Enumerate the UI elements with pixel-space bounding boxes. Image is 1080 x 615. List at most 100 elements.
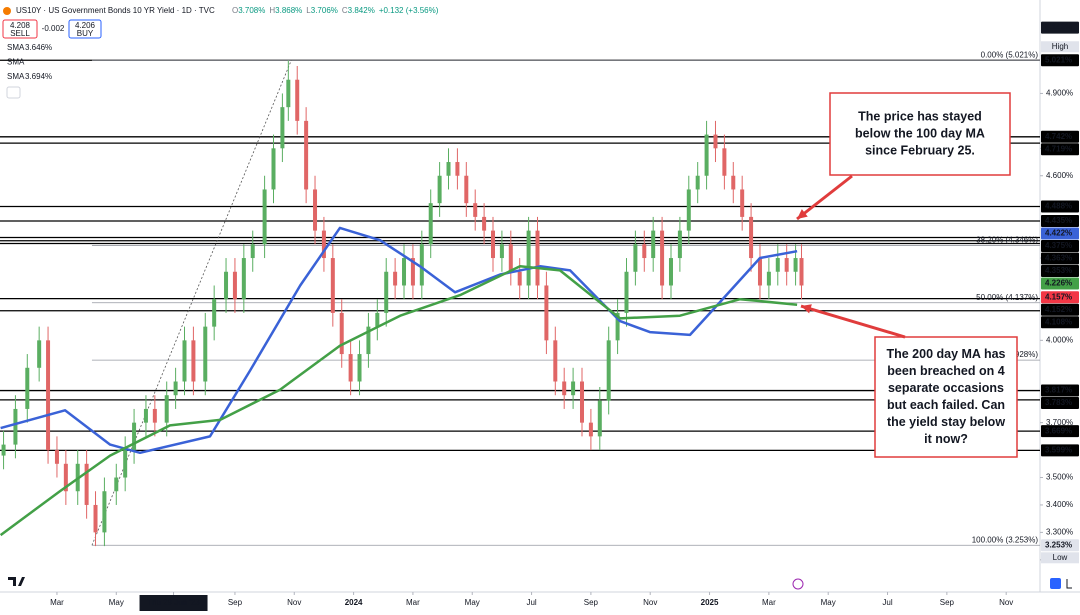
candle-body [677,230,682,259]
instrument-title: US10Y · US Government Bonds 10 YR Yield … [16,6,215,15]
candle-body [46,340,51,451]
y-tick-label: 3.300% [1046,527,1073,536]
ohlc-key: C [342,6,348,15]
candle-body [437,175,442,204]
candle-body [535,230,540,286]
candle-body [375,312,380,327]
candle-body [482,216,487,231]
candle-body [313,189,318,231]
candle-body [757,258,762,286]
annotation-text: below the 100 day MA [855,126,985,140]
log-scale-button [1066,579,1072,589]
x-tick-label: Thu 29 Jun '23 [147,598,200,607]
candle-body [384,271,389,313]
candle-body [766,271,771,286]
candle-body [13,408,18,445]
annotation-text: The 200 day MA has [886,347,1005,361]
annotation-text: been breached on 4 [887,364,1004,378]
candle-body [775,258,780,272]
arrow-head [797,209,808,219]
candle-body [410,258,415,286]
candle-body [633,244,638,272]
x-tick-label: Sep [228,598,243,607]
candle-body [280,107,285,149]
price-tag-label: 3.599% [1045,445,1072,454]
candle-body [54,450,59,464]
price-tag [1041,227,1079,240]
candle-body [544,285,549,341]
candle-body [262,189,267,245]
x-tick-label: Nov [287,598,301,607]
candle-body [740,189,745,217]
price-tag-label: 3.253% [1045,540,1072,549]
candle-body [722,148,727,176]
y-tick-label: 3.500% [1046,473,1073,482]
candle-body [562,381,567,396]
price-tag-label: 3.669% [1045,426,1072,435]
candle-body [624,271,629,313]
price-tag [1041,215,1079,228]
candle-body [491,230,496,259]
candle-body [295,79,300,121]
price-tag [1041,384,1079,397]
annotation-text: it now? [924,432,968,446]
candle-body [37,340,42,368]
candle-body [393,271,398,286]
candle-body [84,463,89,505]
annotation-text: but each failed. Can [887,398,1005,412]
candle-body [203,326,208,382]
buy-button [68,19,102,39]
candle-body [1,444,6,456]
ohlc-values: O3.708% H3.868% L3.706% C3.842% +0.132 (+3.5… [232,6,439,15]
candle-body [713,134,718,149]
price-tag-label: 4.375% [1045,241,1072,250]
candle-body [428,203,433,245]
candle-body [571,381,576,396]
legend-name: SMA [7,72,25,81]
candle-body [143,408,148,423]
candle-body [651,230,656,259]
candle-body [232,271,237,300]
price-tag [1041,277,1079,290]
price-tag-label: 3.817% [1045,386,1072,395]
candle-body [63,463,68,492]
x-tick-label: Sep [584,598,599,607]
candle-body [731,175,736,190]
price-tag-label: 4.422% [1045,229,1072,238]
sma-line [0,265,798,537]
price-tag-label: 4.363% [1045,254,1072,263]
candle-body [749,216,754,259]
price-tag [1041,316,1079,329]
arrow-head [801,304,812,314]
candle-body [419,244,424,286]
price-tag [1041,291,1079,304]
symbol-icon [3,7,11,15]
candle-body [799,258,804,286]
candle-body [224,271,229,300]
price-tag-label: 4.353% [1045,266,1072,275]
candle-body [686,189,691,231]
candle-body [191,340,196,382]
candle-body [597,400,602,437]
y-tick-label: 4.000% [1046,335,1073,344]
price-tag-label: 4.226% [1045,279,1072,288]
price-tag-label: 4.108% [1045,317,1072,326]
candle-body [102,491,107,533]
ohlc-value: 3.706% [311,6,338,15]
annotation-text: the yield stay below [887,415,1005,429]
trend-line [91,60,292,546]
y-tick-label: 3.700% [1046,418,1073,427]
price-tag-label: 3.783% [1045,398,1072,407]
sell-label: SELL [10,29,30,38]
price-tag-label: 4.488% [1045,202,1072,211]
price-tag [1041,425,1079,438]
price-tag-label: 4.157% [1045,292,1072,301]
fib-label: 0.00% (5.021%) [981,50,1039,59]
price-tag-label: 4.719% [1045,144,1072,153]
candle-body [152,408,157,423]
replay-icon [792,578,804,590]
candle-body [212,299,217,327]
candle-body [339,312,344,355]
candle-body [455,162,460,176]
candle-body [250,244,255,259]
